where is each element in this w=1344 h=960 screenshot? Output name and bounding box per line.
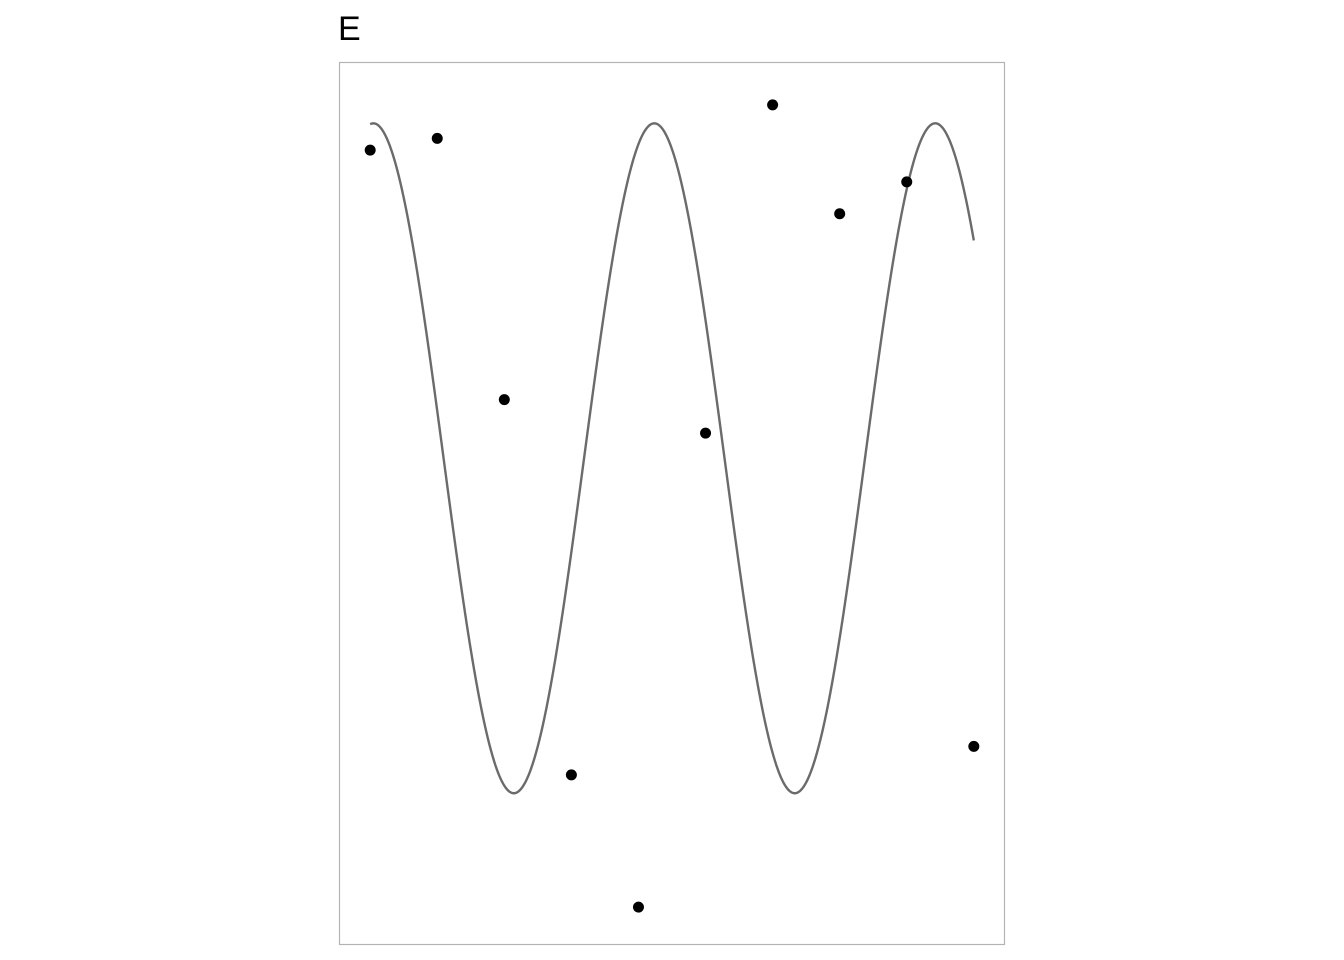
data-points [364, 99, 980, 913]
data-point [431, 132, 443, 144]
data-point [364, 144, 376, 156]
data-point [565, 769, 577, 781]
data-point [767, 99, 779, 111]
data-point [968, 740, 980, 752]
data-point [700, 427, 712, 439]
panel-title: E [338, 10, 361, 48]
data-point [901, 176, 913, 188]
data-point [498, 394, 510, 406]
data-point [632, 901, 644, 913]
fitted-sine-curve [369, 122, 976, 795]
data-point [834, 208, 846, 220]
